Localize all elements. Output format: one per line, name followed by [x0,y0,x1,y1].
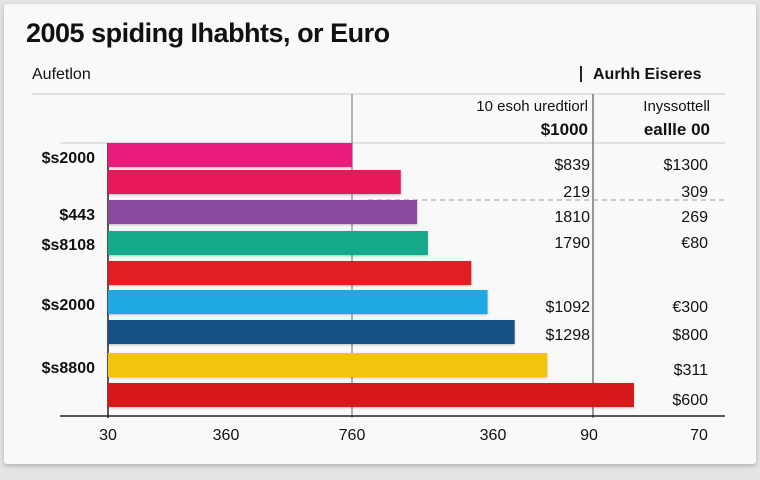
value-cell: €300 [672,299,708,316]
x-tick-label: 760 [339,427,366,444]
x-tick-label: 360 [213,427,240,444]
chart-title: 2005 spiding Ihabhts, or Euro [26,18,390,48]
value-cell: 269 [681,209,708,226]
value-cell: 309 [681,184,708,201]
y-axis-labels: $s2000 $443 $s8108 $s2000 $s8800 [42,150,95,377]
col2-header-line2: eallle 00 [643,120,710,139]
bar [108,353,548,377]
bar [108,200,418,224]
header-right-label: Aurhh Eiseres [593,66,702,83]
value-cell: 219 [563,184,590,201]
x-tick-label: 360 [480,427,507,444]
value-cell: 1810 [554,209,590,226]
x-axis-labels: 30 360 760 360 90 70 [99,427,708,444]
x-tick-label: 90 [580,427,598,444]
bar [108,261,472,285]
col1-header-line2: $1000 [540,120,588,139]
value-cell: €80 [681,235,708,252]
y-tick-label: $s8800 [42,360,95,377]
y-tick-label: $s8108 [42,237,95,254]
value-cell: $311 [674,362,709,379]
header-left-label: Aufetlon [32,66,91,83]
bar [108,320,515,344]
value-column-2: $1300 309 269 €80 €300 $800 $311 $600 [664,157,709,409]
value-cell: $1092 [546,299,591,316]
bar [108,143,352,167]
y-tick-label: $443 [59,207,95,224]
chart-bars [108,143,634,407]
value-cell: $800 [672,327,708,344]
col1-header-line1: 10 esoh uredtiorl [476,98,588,115]
y-tick-label: $s2000 [42,297,95,314]
bar [108,290,488,314]
col2-header-line1: Inyssottell [643,98,710,115]
bar [108,383,634,407]
value-cell: $1300 [664,157,709,174]
x-tick-label: 70 [690,427,708,444]
value-cell: 1790 [554,235,590,252]
y-tick-label: $s2000 [42,150,95,167]
value-cell: $839 [554,157,590,174]
value-cell: $600 [672,392,708,409]
header-divider-mark [580,66,582,82]
value-cell: $1298 [546,327,591,344]
bar [108,231,428,255]
bar [108,170,401,194]
value-column-1: $839 219 1810 1790 $1092 $1298 [546,157,591,344]
x-tick-label: 30 [99,427,117,444]
